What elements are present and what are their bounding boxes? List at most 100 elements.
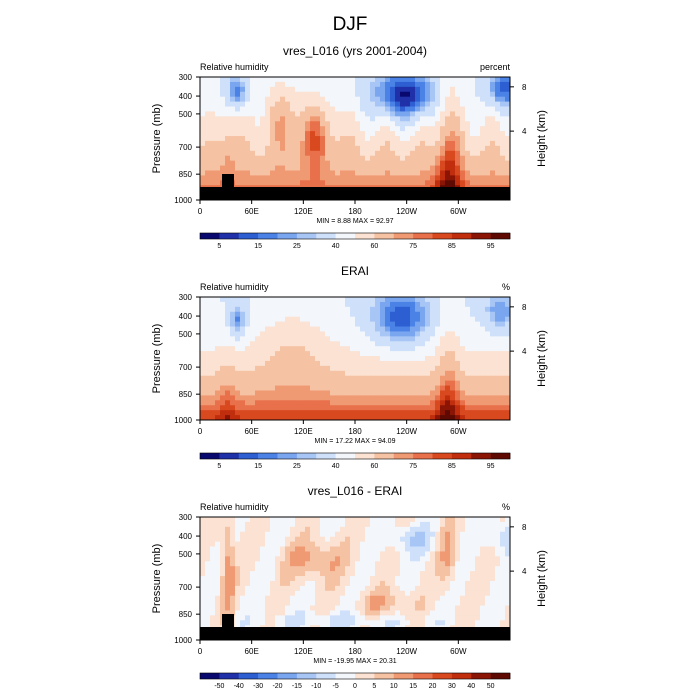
field-cell [385, 390, 391, 396]
field-cell [200, 311, 206, 318]
field-cell [375, 116, 381, 122]
field-cell [370, 145, 376, 152]
field-cell [370, 385, 376, 391]
field-cell [345, 605, 351, 611]
colorbar-swatch [296, 673, 317, 679]
field-cell [335, 571, 341, 577]
field-cell [240, 331, 246, 337]
field-cell [390, 96, 396, 102]
field-cell [210, 121, 216, 127]
field-cell [300, 121, 306, 127]
field-cell [240, 561, 246, 567]
field-cell [425, 165, 431, 171]
field-cell [370, 81, 376, 88]
field-cell [330, 356, 336, 362]
field-cell [370, 620, 376, 626]
field-cell [505, 571, 511, 577]
field-cell [220, 541, 226, 547]
field-cell [440, 585, 446, 592]
field-cell [285, 415, 291, 421]
field-cell [235, 531, 241, 538]
field-cell [280, 405, 286, 411]
field-cell [330, 140, 336, 147]
field-cell [280, 551, 286, 557]
field-cell [485, 301, 491, 308]
field-cell [260, 106, 266, 112]
field-cell [250, 615, 256, 621]
field-cell [435, 356, 441, 362]
field-cell [385, 165, 391, 171]
field-cell [285, 111, 291, 117]
field-cell [420, 385, 426, 391]
field-cell [435, 585, 441, 592]
field-cell [430, 375, 436, 382]
field-cell [265, 180, 271, 186]
field-cell [330, 585, 336, 592]
field-cell [470, 131, 476, 137]
field-cell [335, 556, 341, 562]
field-cell [470, 306, 476, 313]
field-cell [465, 180, 471, 186]
field-cell [300, 101, 306, 107]
field-cell [500, 160, 506, 166]
field-cell [370, 336, 376, 342]
field-cell [200, 556, 206, 562]
field-cell [505, 415, 511, 421]
field-cell [370, 410, 376, 416]
field-cell [445, 306, 451, 313]
field-cell [440, 536, 446, 542]
field-cell [240, 380, 246, 386]
field-cell [415, 346, 421, 352]
field-cell [410, 131, 416, 137]
field-cell [485, 410, 491, 416]
field-cell [260, 385, 266, 391]
field-cell [245, 365, 251, 372]
field-cell [355, 385, 361, 391]
field-cell [300, 91, 306, 98]
field-cell [310, 546, 316, 552]
field-cell [365, 410, 371, 416]
field-cell [230, 155, 236, 162]
field-cell [310, 400, 316, 406]
field-cell [420, 131, 426, 137]
field-cell [455, 326, 461, 332]
field-cell [395, 150, 401, 157]
field-cell [490, 605, 496, 611]
field-cell [335, 380, 341, 386]
field-cell [380, 410, 386, 416]
colorbar-label: 95 [487, 463, 495, 470]
field-cell [440, 301, 446, 308]
field-cell [205, 590, 211, 597]
field-cell [220, 96, 226, 102]
field-cell [235, 351, 241, 357]
longitude-tick-label: 180 [348, 647, 362, 656]
field-cell [340, 170, 346, 176]
field-cell [480, 351, 486, 357]
field-cell [275, 370, 281, 377]
field-cell [250, 351, 256, 357]
field-cell [240, 595, 246, 602]
field-cell [430, 306, 436, 313]
field-cell [210, 155, 216, 162]
field-cell [225, 600, 231, 606]
field-cell [330, 326, 336, 332]
field-cell [215, 86, 221, 93]
field-cell [240, 571, 246, 577]
field-cell [320, 410, 326, 416]
field-cell [380, 131, 386, 137]
field-cell [435, 150, 441, 157]
field-cell [410, 541, 416, 547]
field-cell [225, 346, 231, 352]
field-cell [315, 346, 321, 352]
field-cell [245, 385, 251, 391]
field-cell [495, 576, 501, 582]
field-cell [220, 576, 226, 582]
field-cell [505, 136, 511, 142]
colorbar-swatch [277, 673, 298, 679]
field-cell [350, 595, 356, 602]
field-cell [505, 180, 511, 186]
field-cell [200, 150, 206, 157]
field-cell [225, 595, 231, 602]
field-cell [310, 390, 316, 396]
field-cell [495, 556, 501, 562]
